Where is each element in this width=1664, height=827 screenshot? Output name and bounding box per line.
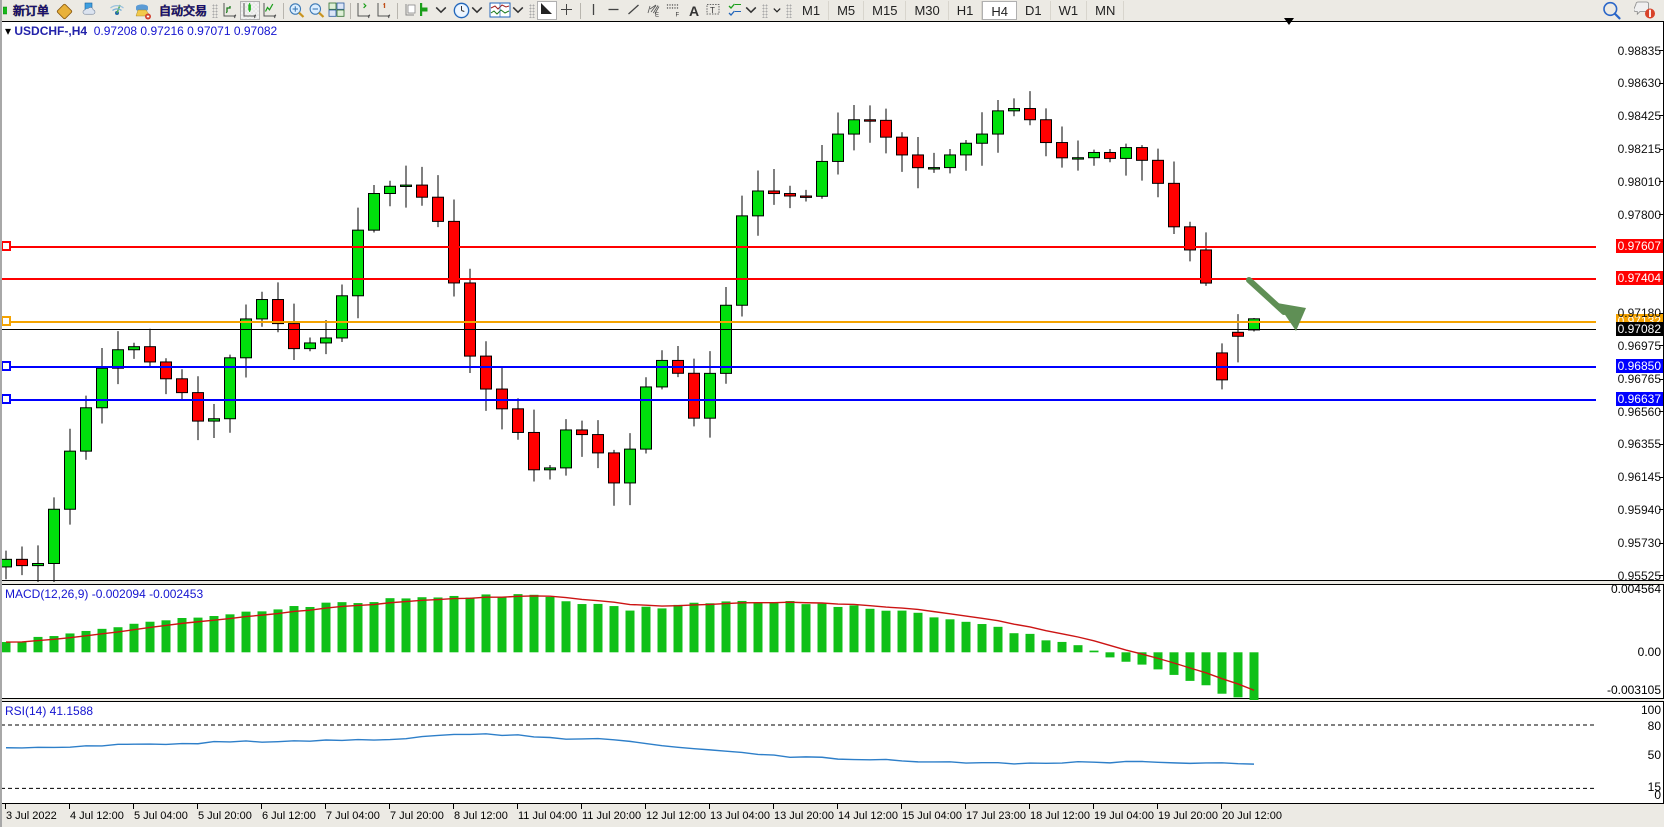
svg-text:E: E <box>655 13 659 19</box>
svg-text:F: F <box>676 13 680 19</box>
svg-text:T: T <box>710 6 715 15</box>
